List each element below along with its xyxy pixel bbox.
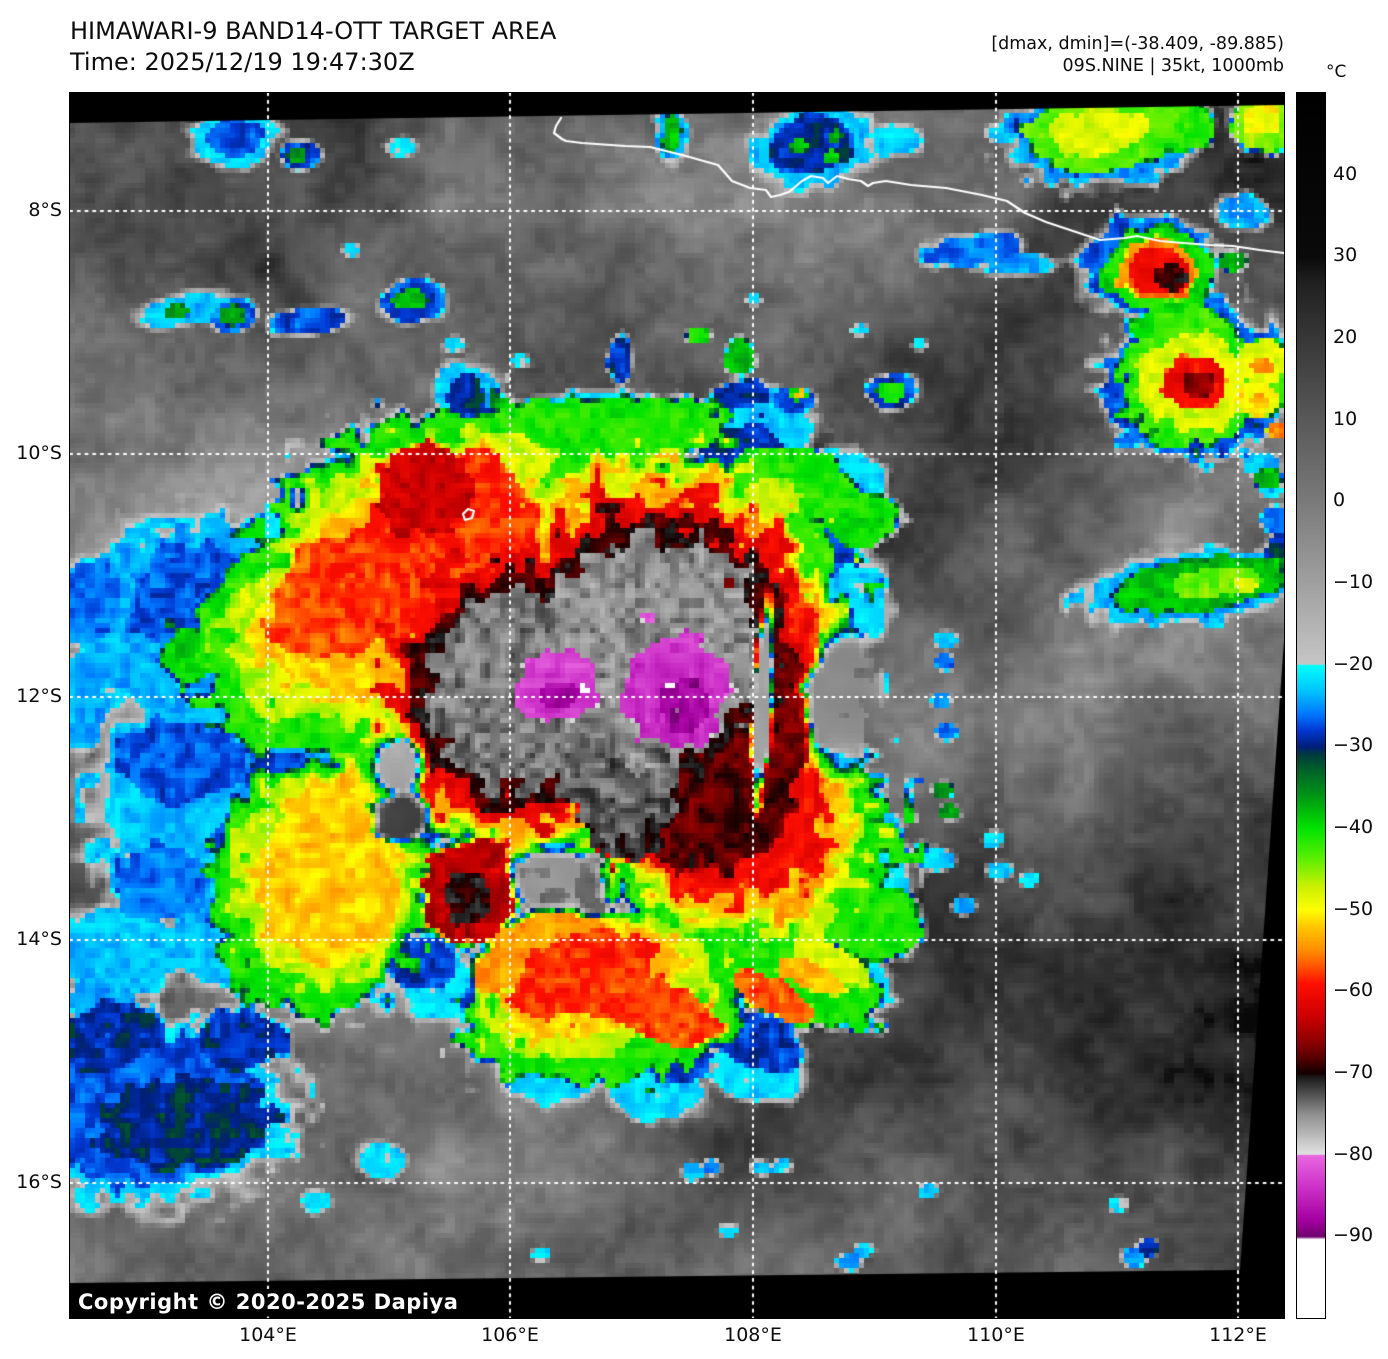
lat-tick-label: 14°S — [16, 928, 62, 950]
colorbar-tick-label: −20 — [1333, 652, 1374, 675]
colorbar-tick-label: −50 — [1333, 897, 1374, 920]
colorbar-tick-label: 10 — [1333, 407, 1358, 430]
annotation-block: [dmax, dmin]=(-38.409, -89.885) 09S.NINE… — [991, 33, 1284, 77]
satellite-map-canvas — [70, 93, 1284, 1318]
colorbar-canvas — [1297, 93, 1325, 1318]
dmax-dmin-value: [dmax, dmin]=(-38.409, -89.885) — [991, 34, 1284, 54]
lon-tick-label: 112°E — [1209, 1324, 1267, 1346]
lat-tick-label: 16°S — [16, 1171, 62, 1193]
timestamp: Time: 2025/12/19 19:47:30Z — [70, 48, 415, 76]
title-block: HIMAWARI-9 BAND14-OTT TARGET AREA Time: … — [70, 16, 556, 78]
page-title: HIMAWARI-9 BAND14-OTT TARGET AREA — [70, 17, 557, 45]
copyright-badge: Copyright © 2020-2025 Dapiya — [70, 1289, 473, 1316]
colorbar-units-label: °C — [1326, 62, 1347, 82]
colorbar-tick-label: −90 — [1333, 1224, 1374, 1247]
lon-tick-label: 110°E — [967, 1324, 1025, 1346]
storm-info: 09S.NINE | 35kt, 1000mb — [1062, 56, 1284, 76]
colorbar-tick-label: −40 — [1333, 816, 1374, 838]
lon-tick-label: 108°E — [724, 1324, 782, 1346]
lon-tick-label: 106°E — [481, 1324, 539, 1346]
lat-tick-label: 12°S — [16, 685, 62, 707]
colorbar-tick-label: −80 — [1333, 1142, 1374, 1165]
lon-tick-label: 104°E — [239, 1324, 297, 1346]
colorbar-tick-label: 0 — [1333, 489, 1346, 512]
colorbar-tick-label: −70 — [1333, 1061, 1374, 1083]
colorbar-tick-label: 20 — [1333, 326, 1358, 348]
colorbar-tick-label: 30 — [1333, 244, 1358, 267]
colorbar-tick-label: −60 — [1333, 979, 1374, 1002]
lat-tick-label: 8°S — [28, 199, 62, 221]
colorbar-tick-label: −30 — [1333, 734, 1374, 757]
colorbar-tick-label: 40 — [1333, 162, 1358, 185]
lat-tick-label: 10°S — [16, 442, 62, 464]
colorbar-tick-label: −10 — [1333, 571, 1374, 593]
